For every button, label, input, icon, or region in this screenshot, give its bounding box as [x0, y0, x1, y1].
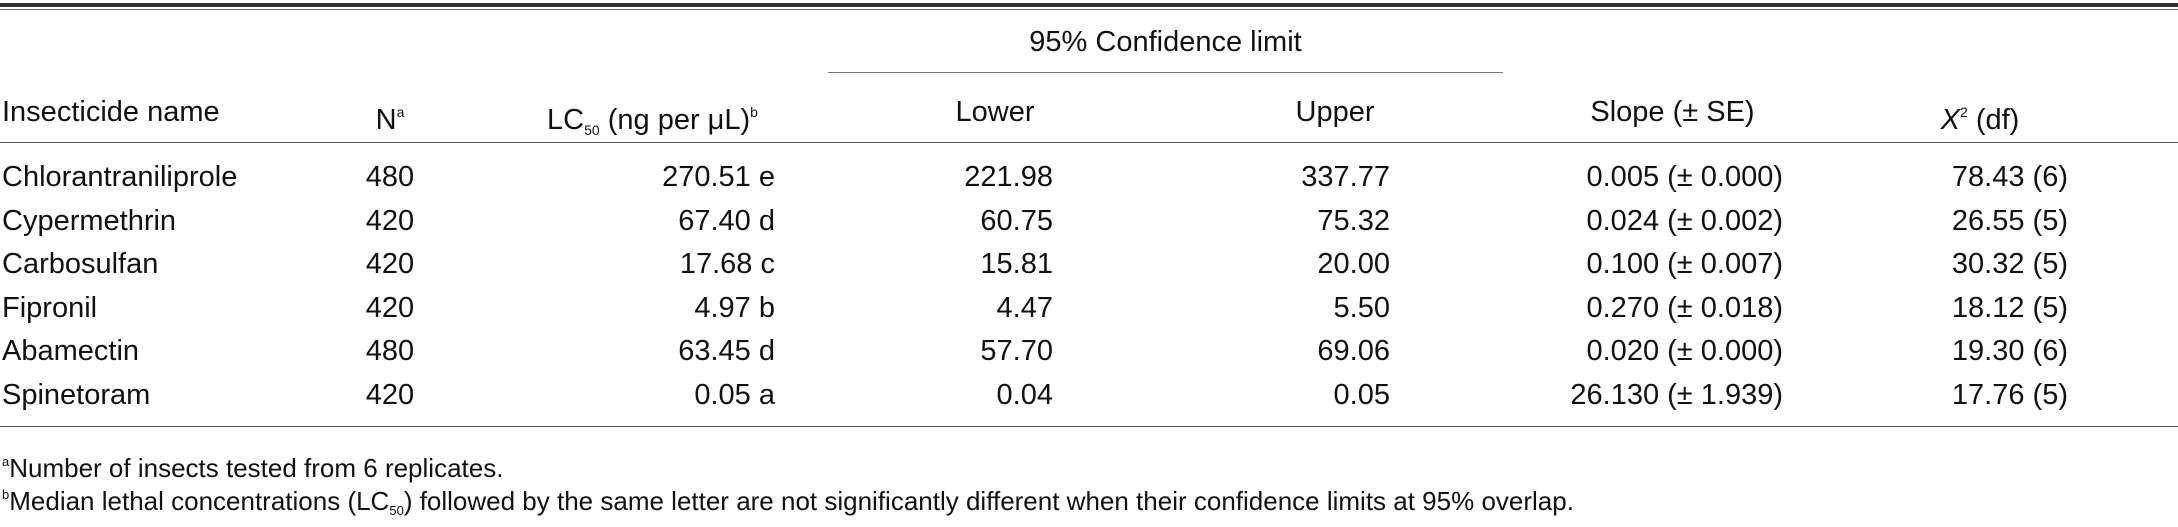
cell-insecticide-name: Spinetoram	[2, 378, 151, 411]
cell-lc50: 4.97 b	[694, 291, 775, 324]
footnote-b-text-2: ) followed by the same letter are not si…	[403, 486, 1574, 516]
header-lc50-prefix: LC	[547, 104, 585, 136]
header-chi-suffix: (df)	[1967, 104, 2020, 136]
cell-chi-square: 78.43 (6)	[1951, 161, 2068, 193]
footnote-b-mark: b	[2, 487, 10, 502]
footnote-b-text-1: Median lethal concentrations (LC	[9, 486, 390, 516]
cell-insecticide-name: Chlorantraniliprole	[2, 161, 238, 193]
cell-slope: 0.024 (± 0.002)	[1586, 204, 1784, 237]
cell-n: 420	[365, 291, 415, 324]
cell-n: 420	[365, 248, 415, 280]
header-lc50-sup: b	[750, 104, 758, 120]
header-n: Na	[330, 94, 450, 138]
cell-chi-square: 30.32 (5)	[1951, 248, 2068, 280]
header-lc50-sub: 50	[584, 122, 600, 138]
cell-insecticide-name: Abamectin	[2, 335, 140, 367]
cell-chi-square: 26.55 (5)	[1951, 204, 2068, 237]
cell-upper: 20.00	[1317, 248, 1390, 280]
cell-lower: 4.47	[996, 291, 1053, 324]
header-chi-square: X2 (df)	[1850, 94, 2110, 138]
cell-insecticide-name: Fipronil	[2, 291, 98, 324]
cell-lc50: 67.40 d	[678, 204, 775, 237]
cell-lc50: 270.51 e	[662, 161, 775, 193]
cell-lower: 60.75	[980, 204, 1053, 237]
cell-lc50: 17.68 c	[679, 248, 775, 280]
cell-insecticide-name: Carbosulfan	[2, 248, 159, 280]
header-lc50: LC50 (ng per μL)b	[530, 94, 775, 148]
header-slope: Slope (± SE)	[1590, 96, 1755, 128]
header-rule	[0, 142, 2178, 143]
cell-chi-square: 19.30 (6)	[1951, 335, 2068, 367]
cell-upper: 5.50	[1333, 291, 1390, 324]
confidence-limit-rule	[828, 72, 1503, 73]
header-insecticide-name: Insecticide name	[2, 96, 220, 128]
top-rule-thin	[0, 9, 2178, 10]
header-lc50-suffix: (ng per μL)	[599, 104, 751, 136]
cell-slope: 0.270 (± 0.018)	[1586, 291, 1784, 324]
cell-upper: 69.06	[1317, 335, 1390, 367]
header-upper: Upper	[1295, 96, 1375, 128]
cell-lower: 15.81	[980, 248, 1053, 280]
footnote-b: bMedian lethal concentrations (LC50) fol…	[2, 479, 1574, 527]
footnote-b-sub: 50	[389, 503, 404, 518]
cell-lc50: 0.05 a	[694, 378, 775, 411]
cell-insecticide-name: Cypermethrin	[2, 204, 177, 237]
cell-chi-square: 18.12 (5)	[1951, 291, 2068, 324]
footnote-a: aNumber of insects tested from 6 replica…	[2, 446, 503, 484]
cell-lower: 57.70	[980, 335, 1053, 367]
cell-n: 480	[365, 335, 415, 367]
cell-n: 480	[365, 161, 415, 193]
cell-lower: 0.04	[996, 378, 1053, 411]
cell-upper: 75.32	[1317, 204, 1390, 237]
cell-n: 420	[365, 378, 415, 411]
bottom-rule	[0, 426, 2178, 427]
header-chi-x: X	[1940, 104, 1960, 136]
cell-upper: 337.77	[1301, 161, 1390, 193]
confidence-limit-header: 95% Confidence limit	[1029, 26, 1302, 58]
cell-upper: 0.05	[1333, 378, 1390, 411]
top-rule	[0, 3, 2178, 7]
cell-chi-square: 17.76 (5)	[1951, 378, 2068, 411]
header-n-text: N	[375, 104, 397, 136]
cell-lc50: 63.45 d	[678, 335, 775, 367]
cell-lower: 221.98	[964, 161, 1053, 193]
header-lower: Lower	[955, 96, 1035, 128]
header-n-sup: a	[396, 104, 405, 120]
cell-slope: 0.020 (± 0.000)	[1586, 335, 1784, 367]
footnote-a-mark: a	[2, 454, 10, 469]
header-chi-sup: 2	[1959, 104, 1968, 120]
cell-slope: 0.100 (± 0.007)	[1586, 248, 1784, 280]
cell-n: 420	[365, 204, 415, 237]
cell-slope: 26.130 (± 1.939)	[1570, 378, 1783, 411]
cell-slope: 0.005 (± 0.000)	[1586, 161, 1784, 193]
footnote-a-text: Number of insects tested from 6 replicat…	[9, 453, 504, 483]
